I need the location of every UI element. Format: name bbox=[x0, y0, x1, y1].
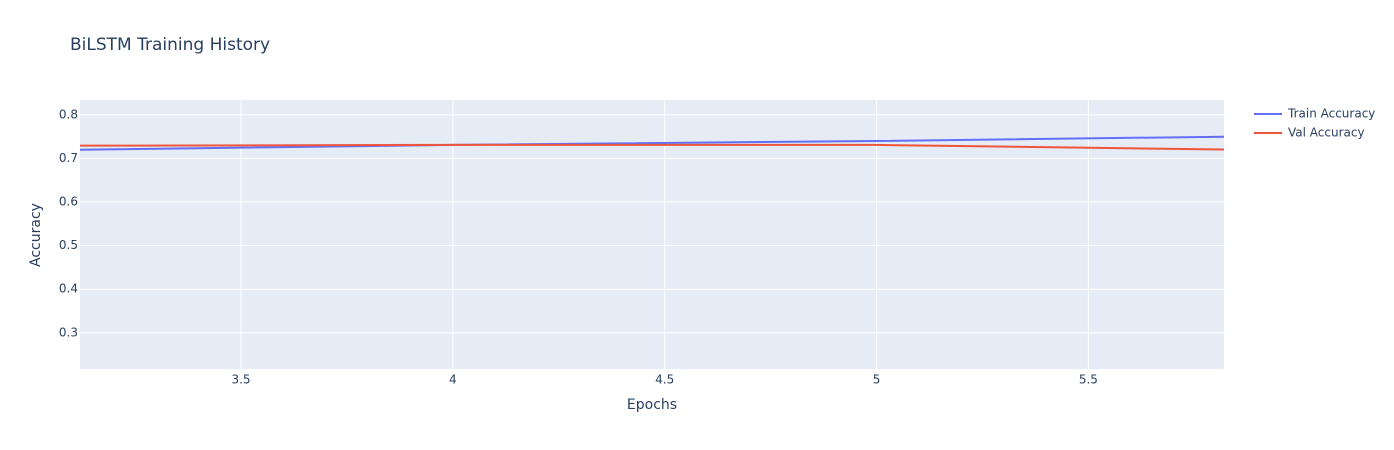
chart-title: BiLSTM Training History bbox=[70, 35, 270, 55]
legend-label: Val Accuracy bbox=[1288, 126, 1365, 140]
series-line bbox=[80, 135, 1224, 151]
y-axis-label: Accuracy bbox=[28, 203, 44, 267]
y-tick-label: 0.3 bbox=[59, 325, 78, 339]
x-tick-label: 3.5 bbox=[231, 373, 250, 387]
x-axis-label: Epochs bbox=[627, 397, 677, 413]
series-line bbox=[80, 143, 1224, 151]
plot-area bbox=[80, 100, 1224, 369]
plot-lines bbox=[80, 135, 1224, 151]
y-tick-label: 0.4 bbox=[59, 282, 78, 296]
x-tick-label: 4 bbox=[449, 373, 457, 387]
x-tick-label: 5 bbox=[873, 373, 881, 387]
y-tick-label: 0.5 bbox=[59, 238, 78, 252]
legend-label: Train Accuracy bbox=[1287, 107, 1375, 121]
y-tick-label: 0.7 bbox=[59, 151, 78, 165]
x-tick-label: 4.5 bbox=[655, 373, 674, 387]
y-tick-label: 0.8 bbox=[59, 107, 78, 121]
x-tick-label: 5.5 bbox=[1079, 373, 1098, 387]
y-tick-label: 0.6 bbox=[59, 195, 78, 209]
